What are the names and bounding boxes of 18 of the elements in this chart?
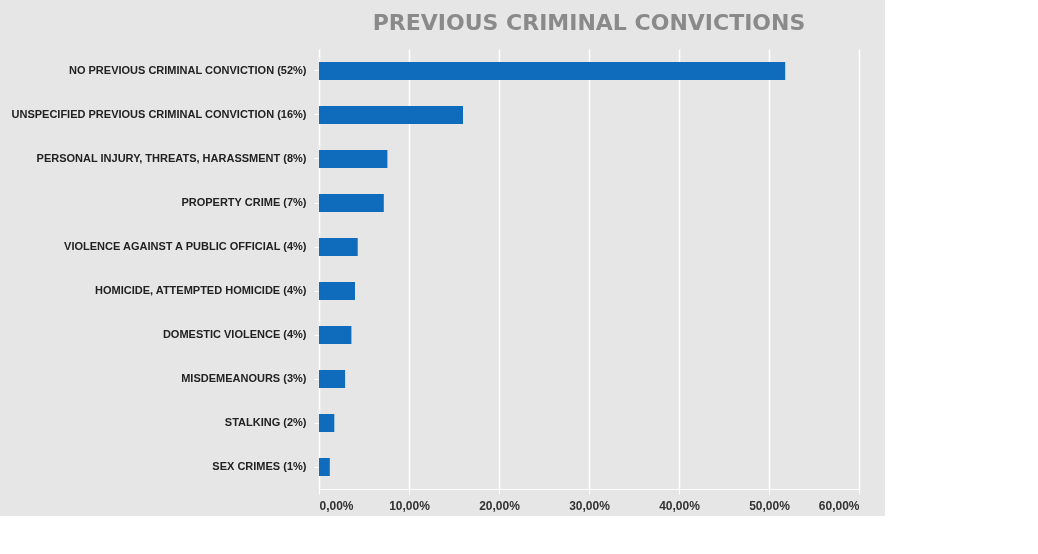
y-tick-label: MISDEMEANOURS (3%) [181,372,307,384]
y-tick-label: DOMESTIC VIOLENCE (4%) [162,328,307,340]
x-tick-label: 30,00% [569,498,611,513]
y-tick-label: HOMICIDE, ATTEMPTED HOMICIDE (4%) [95,284,307,296]
y-tick-label: VIOLENCE AGAINST A PUBLIC OFFICIAL (4%) [64,240,307,252]
x-tick-label: 60,00% [818,498,860,513]
y-tick-label: PERSONAL INJURY, THREATS, HARASSMENT (8%) [36,152,307,164]
y-tick-label: PROPERTY CRIME (7%) [181,196,307,208]
y-tick-label: STALKING (2%) [224,416,307,428]
x-tick-label: 50,00% [749,498,791,513]
x-tick-label: 0,00% [319,498,354,513]
y-tick-label: NO PREVIOUS CRIMINAL CONVICTION (52%) [68,64,307,76]
y-tick-label: SEX CRIMES (1%) [212,460,307,472]
y-tick-label: UNSPECIFIED PREVIOUS CRIMINAL CONVICTION (16%) [11,108,307,120]
x-tick-label: 20,00% [479,498,521,513]
x-tick-label: 40,00% [659,498,701,513]
chart-title: PREVIOUS CRIMINAL CONVICTIONS [372,10,806,35]
x-tick-label: 10,00% [389,498,431,513]
